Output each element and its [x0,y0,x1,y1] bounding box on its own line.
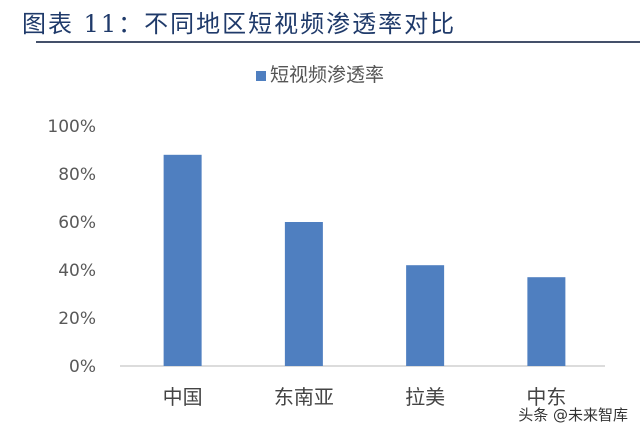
y-tick-label: 100% [47,117,96,137]
y-tick-label: 40% [58,261,96,281]
x-tick-label: 东南亚 [274,385,334,409]
x-tick-label: 中东 [526,385,566,409]
bar-3 [406,265,445,366]
y-tick-label: 0% [69,357,96,377]
watermark: 头条 @未来智库 [518,406,628,424]
bar-1 [163,154,202,366]
y-tick-label: 80% [58,165,96,185]
chart-title: 图表 11：不同地区短视频渗透率对比 [22,10,457,38]
legend-swatch [255,70,266,81]
title-divider [36,41,640,43]
bar-4 [527,277,566,366]
x-tick-label: 中国 [163,385,203,409]
y-tick-label: 60% [58,213,96,233]
legend: 短视频渗透率 [0,60,640,87]
x-tick-label: 拉美 [405,385,445,409]
y-tick-label: 20% [58,309,96,329]
legend-label: 短视频渗透率 [269,64,384,86]
bar-2 [284,222,323,366]
